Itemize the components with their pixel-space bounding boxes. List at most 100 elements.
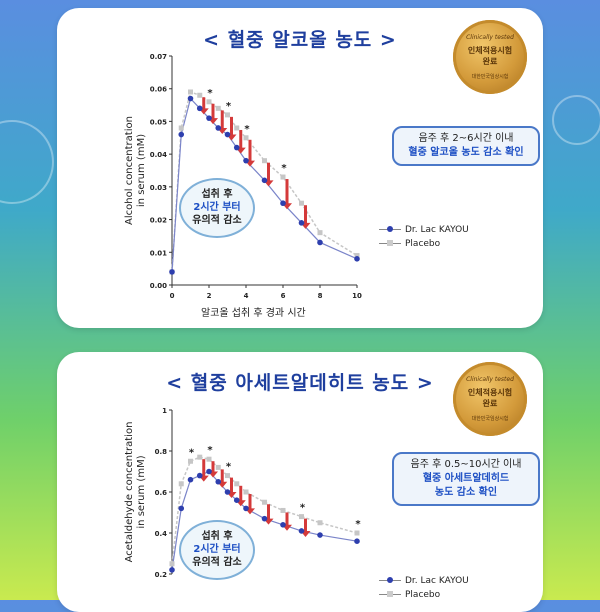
bubble-line-3: 유의적 감소 [192, 557, 242, 568]
acetaldehyde-chart-card: < 혈중 아세트알데히트 농도 > Clinically tested 인체적용… [57, 352, 543, 612]
y-tick-label: 0.6 [155, 489, 168, 497]
data-point-placebo [225, 112, 230, 118]
bubble-line-1: 섭취 후 [201, 531, 233, 542]
data-point-placebo [178, 125, 184, 131]
chart-title: < 혈중 아세트알데히트 농도 > [166, 372, 434, 394]
bubble-line-2: 2시간 부터 [193, 544, 241, 555]
x-tick-label: 10 [352, 292, 362, 300]
x-tick-label: 4 [244, 292, 249, 300]
seal-text-2: 완료 [482, 57, 498, 66]
x-tick-label: 8 [318, 292, 323, 300]
data-point-placebo [234, 125, 240, 131]
y-tick-label: 0.8 [155, 448, 168, 456]
data-point-placebo [354, 530, 360, 536]
significance-marker: * [226, 101, 232, 112]
chart-legend: Dr. Lac KAYOU Placebo [379, 223, 469, 251]
callout-line-1: 음주 후 2~6시간 이내 [418, 133, 514, 144]
y-tick-label: 0.05 [150, 118, 167, 126]
y-tick-label: 1 [162, 407, 167, 415]
clinically-tested-seal-icon: Clinically tested 인체적용시험 완료 대한민국임상시험 [453, 20, 527, 94]
data-point-placebo [215, 105, 221, 111]
seal-text-3: 대한민국임상시험 [471, 74, 509, 80]
y-tick-label: 0.03 [150, 184, 167, 192]
decorative-planet-icon [552, 95, 600, 145]
data-point-treatment [243, 505, 249, 512]
data-point-treatment [280, 522, 286, 528]
x-axis-label: 알코올 섭취 후 경과 시간 [201, 308, 306, 319]
legend-label-treatment: Dr. Lac KAYOU [405, 225, 469, 235]
y-tick-label: 0.07 [150, 53, 167, 61]
data-point-placebo [262, 499, 267, 505]
callout-line-3: 농도 감소 확인 [434, 487, 498, 498]
data-point-treatment [224, 489, 231, 495]
data-point-treatment [169, 269, 175, 275]
data-point-treatment [215, 478, 222, 485]
data-point-placebo [169, 561, 175, 567]
data-point-placebo [197, 454, 203, 460]
data-point-treatment [354, 538, 360, 544]
significance-marker: * [207, 445, 213, 456]
y-tick-label: 0.04 [150, 151, 167, 159]
data-point-placebo [354, 253, 360, 259]
callout-line-2: 혈중 알코올 농도 감소 확인 [408, 147, 524, 158]
data-point-treatment [261, 177, 268, 184]
data-point-treatment [243, 157, 249, 164]
significance-bubble: 섭취 후 2시간 부터 유의적 감소 [179, 520, 255, 580]
data-point-treatment [233, 497, 240, 503]
data-point-placebo [243, 135, 249, 141]
alcohol-chart-card: < 혈중 알코올 농도 > Clinically tested 인체적용시험 완… [57, 8, 543, 328]
data-point-placebo [299, 200, 304, 206]
result-callout: 음주 후 0.5~10시간 이내 혈중 아세트알데히드 농도 감소 확인 [392, 452, 540, 506]
seal-text-3: 대한민국임상시험 [471, 416, 509, 422]
legend-item-treatment: Dr. Lac KAYOU [379, 223, 469, 237]
bubble-line-2: 2시간 부터 [193, 202, 241, 213]
data-point-treatment [261, 515, 268, 522]
data-point-treatment [354, 256, 360, 262]
seal-text-1: 인체적용시험 [467, 46, 513, 55]
significance-marker: * [355, 519, 361, 530]
data-point-treatment [224, 131, 231, 138]
significance-marker: * [300, 503, 306, 514]
y-tick-label: 0.01 [150, 249, 167, 257]
data-point-treatment [298, 220, 305, 226]
data-point-placebo [188, 458, 193, 464]
data-point-placebo [243, 489, 249, 495]
data-point-placebo [188, 89, 193, 95]
clinically-tested-seal-icon: Clinically tested 인체적용시험 완료 대한민국임상시험 [453, 362, 527, 436]
data-point-treatment [196, 105, 203, 112]
decorative-ring-left [0, 120, 54, 204]
data-point-treatment [280, 200, 286, 207]
data-point-treatment [298, 528, 305, 534]
y-tick-label: 0.2 [155, 571, 168, 579]
data-point-treatment [206, 115, 212, 121]
data-point-placebo [225, 473, 230, 479]
legend-item-treatment: Dr. Lac KAYOU [379, 574, 469, 588]
chart-legend: Dr. Lac KAYOU Placebo [379, 574, 469, 602]
y-tick-label: 0.00 [150, 282, 167, 290]
data-point-placebo [299, 514, 304, 520]
seal-text-1: 인체적용시험 [467, 388, 513, 397]
data-point-treatment [233, 144, 240, 151]
data-point-placebo [262, 158, 267, 164]
y-axis-label: Alcohol concentrationin serum (mM) [124, 116, 147, 225]
y-tick-label: 0.06 [150, 86, 167, 94]
data-point-treatment [178, 131, 185, 138]
data-point-placebo [317, 520, 323, 526]
significance-marker: * [226, 462, 232, 473]
seal-text-en: Clinically tested [466, 376, 514, 383]
data-point-placebo [206, 456, 212, 462]
x-tick-label: 2 [207, 292, 212, 300]
data-point-treatment [317, 532, 323, 538]
data-point-treatment [187, 95, 194, 102]
y-tick-label: 0.4 [155, 530, 168, 538]
data-point-treatment [196, 472, 203, 479]
significance-bubble: 섭취 후 2시간 부터 유의적 감소 [179, 178, 255, 238]
alcohol-line-chart: Alcohol concentrationin serum (mM) 0.00 0.… [124, 53, 362, 300]
data-point-placebo [234, 481, 240, 487]
significance-marker: * [207, 88, 213, 99]
data-point-treatment [187, 476, 194, 483]
data-point-treatment [206, 468, 212, 475]
significance-marker: * [189, 447, 195, 458]
legend-label-placebo: Placebo [405, 590, 441, 600]
data-point-placebo [197, 92, 203, 98]
